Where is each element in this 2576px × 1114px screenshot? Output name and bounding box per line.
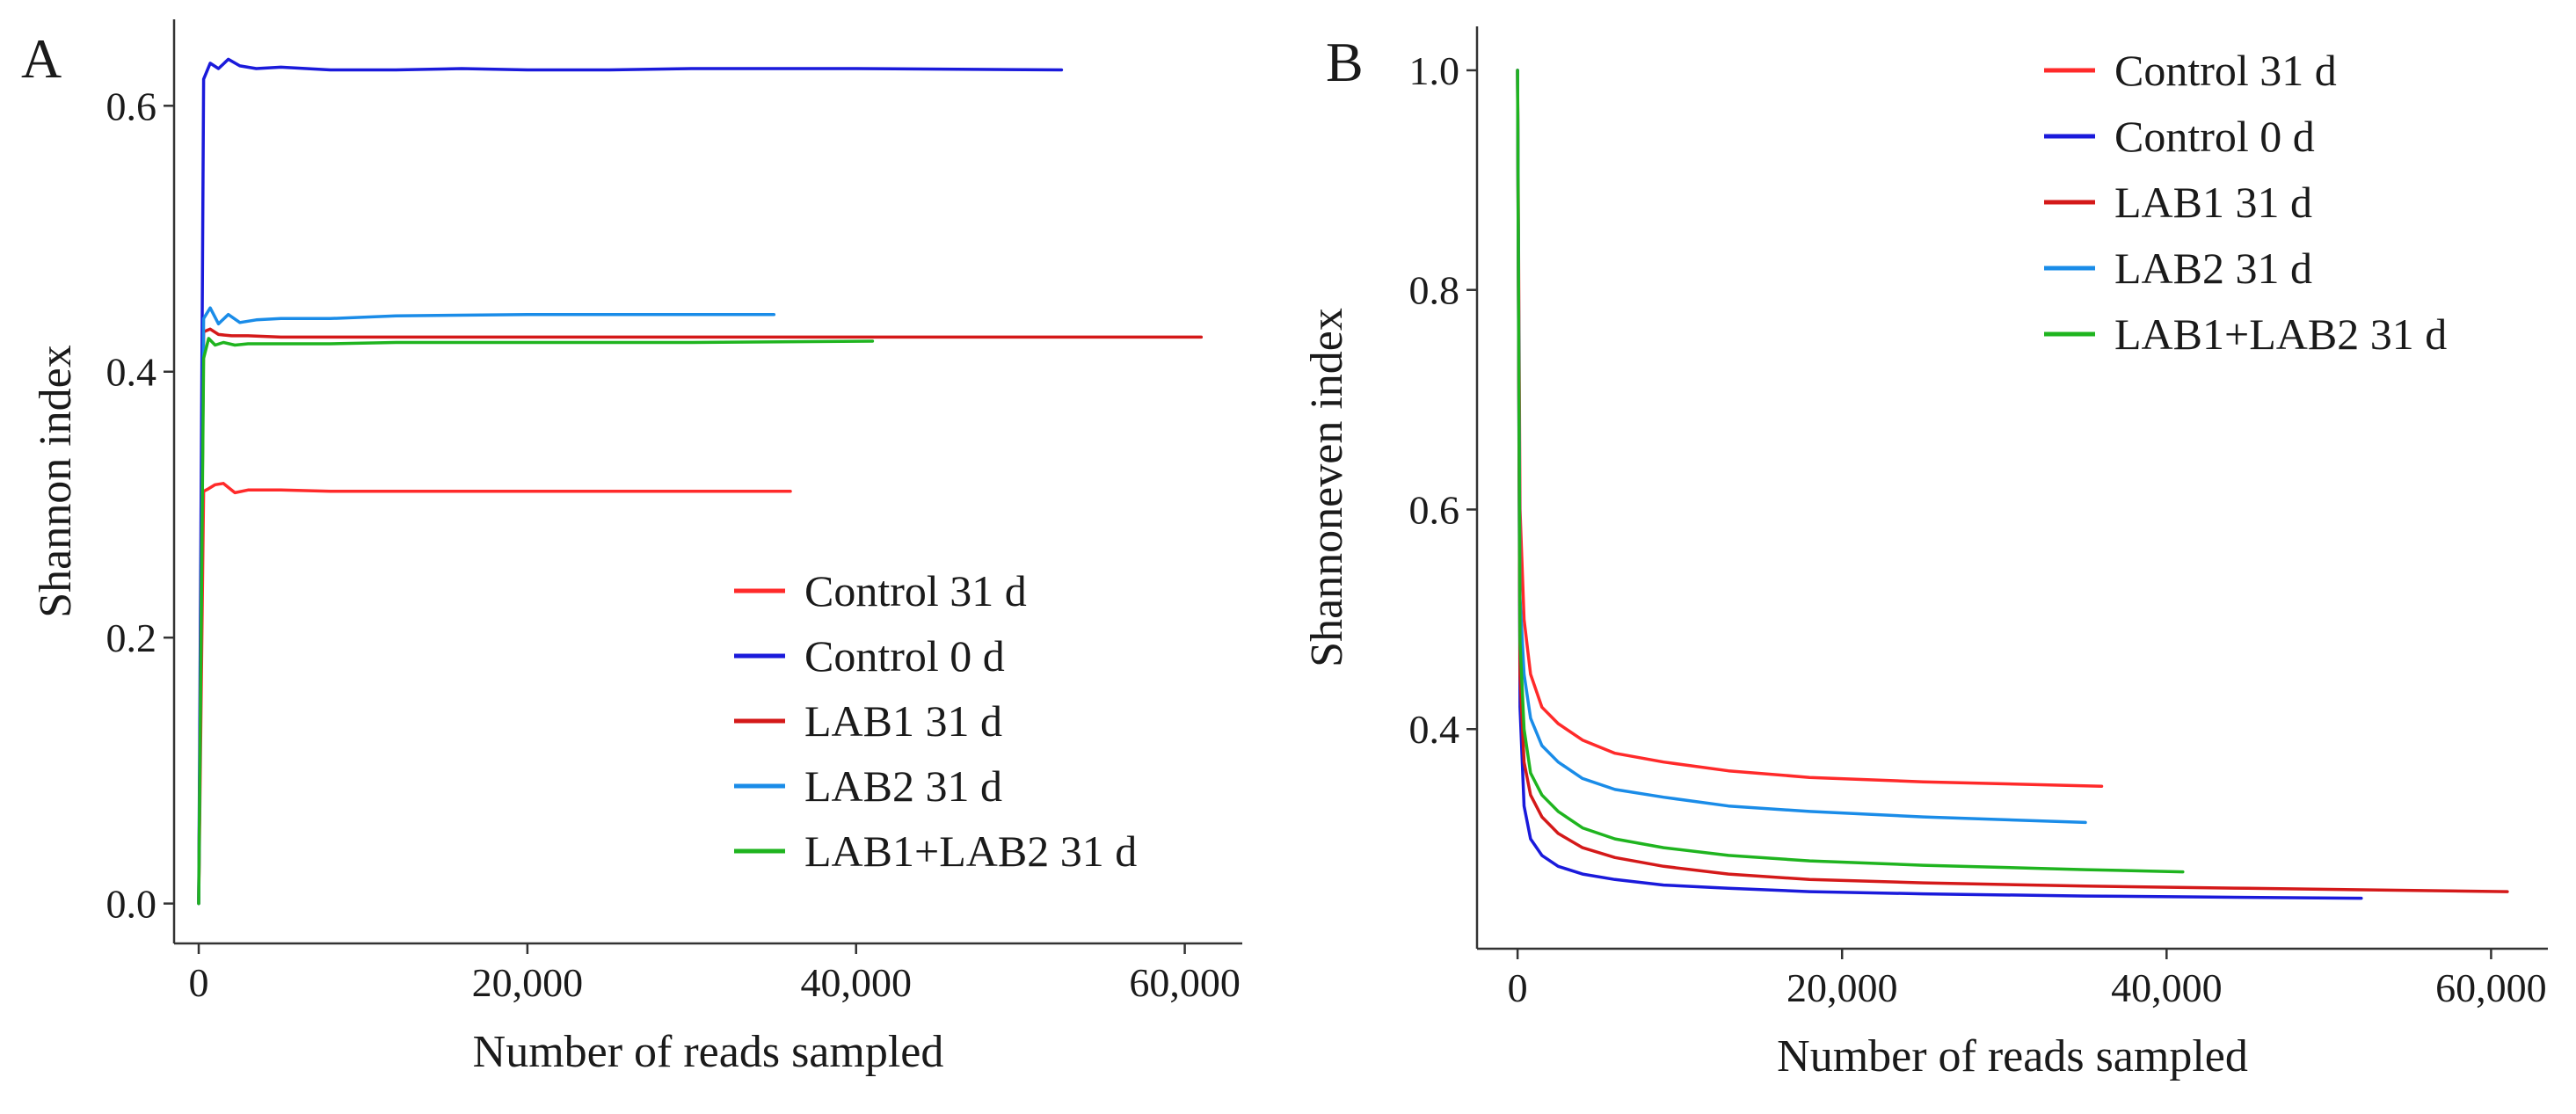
panel-a-x-tick-label: 20,000: [472, 960, 584, 1005]
panel-b-series-line-2: [1516, 69, 2363, 900]
panel-b-legend-label: Control 0 d: [2114, 112, 2315, 161]
panel-b-x-tick-label: 60,000: [2435, 965, 2547, 1010]
panel-b-y-axis-title: Shannoneven index: [1302, 308, 1352, 667]
panel-b-series-line-3: [1516, 69, 2509, 893]
panel-a-legend: Control 31 d Control 0 d LAB1 31 d LAB2 31 …: [734, 566, 1137, 876]
panel-b-y-tick-label: 0.4: [1409, 707, 1460, 752]
panel-b-series-line-4: [1516, 69, 2087, 825]
panel-b-x-tick-label: 0: [1508, 965, 1528, 1010]
panel-a-y-axis-title: Shannon index: [31, 345, 81, 618]
panel-a-x-tick-label: 0: [189, 960, 209, 1005]
panel-b-series-line-1: [1516, 69, 2104, 788]
panel-b-x-tick-label: 40,000: [2111, 965, 2223, 1010]
panel-a-legend-label: Control 31 d: [804, 566, 1027, 615]
panel-a-legend-label: LAB1+LAB2 31 d: [804, 826, 1137, 876]
panel-a-series-line-4: [197, 306, 776, 906]
panel-a-y-tick-label: 0.4: [106, 350, 157, 395]
panel-b-legend-label: Control 31 d: [2114, 46, 2337, 95]
panel-a-x-axis-title: Number of reads sampled: [473, 1027, 944, 1077]
panel-b-y-tick-label: 0.8: [1409, 268, 1460, 313]
panel-a-y-tick-label: 0.6: [106, 84, 157, 128]
panel-a-legend-label: LAB1 31 d: [804, 696, 1002, 746]
panel-a-series-line-1: [197, 482, 792, 906]
panel-a-series-line-2: [197, 57, 1064, 906]
panel-b-y-tick-label: 0.6: [1409, 487, 1460, 532]
panel-a-series-line-5: [197, 337, 875, 906]
panel-b-chart: B 0.4 0.6 0.8 1.0 0 20,000 40,000 60,000 Number o…: [1302, 26, 2548, 1081]
panel-a-letter: A: [21, 27, 62, 90]
panel-b-legend: Control 31 d Control 0 d LAB1 31 d LAB2 31 …: [2044, 46, 2447, 359]
panel-a-legend-label: LAB2 31 d: [804, 761, 1002, 811]
panel-b-series-line-5: [1516, 69, 2185, 874]
panel-a-series-line-3: [197, 327, 1204, 906]
panel-a-chart: A 0.0 0.2 0.4 0.6 0 20,000 40,000 60,000 Number o…: [21, 19, 1242, 1077]
panel-b-y-tick-label: 1.0: [1409, 48, 1460, 93]
panel-a-y-tick-label: 0.0: [106, 882, 157, 927]
panel-a-x-tick-label: 60,000: [1129, 960, 1241, 1005]
panel-a-y-tick-label: 0.2: [106, 615, 157, 660]
panel-a-legend-label: Control 0 d: [804, 631, 1005, 681]
panel-b-legend-label: LAB1+LAB2 31 d: [2114, 309, 2447, 359]
panel-b-x-tick-label: 20,000: [1786, 965, 1898, 1010]
panel-a-x-tick-label: 40,000: [800, 960, 912, 1005]
panel-b-letter: B: [1326, 31, 1364, 93]
panel-b-legend-label: LAB1 31 d: [2114, 178, 2312, 227]
panel-b-legend-label: LAB2 31 d: [2114, 244, 2312, 293]
panel-b-x-axis-title: Number of reads sampled: [1777, 1031, 2248, 1081]
